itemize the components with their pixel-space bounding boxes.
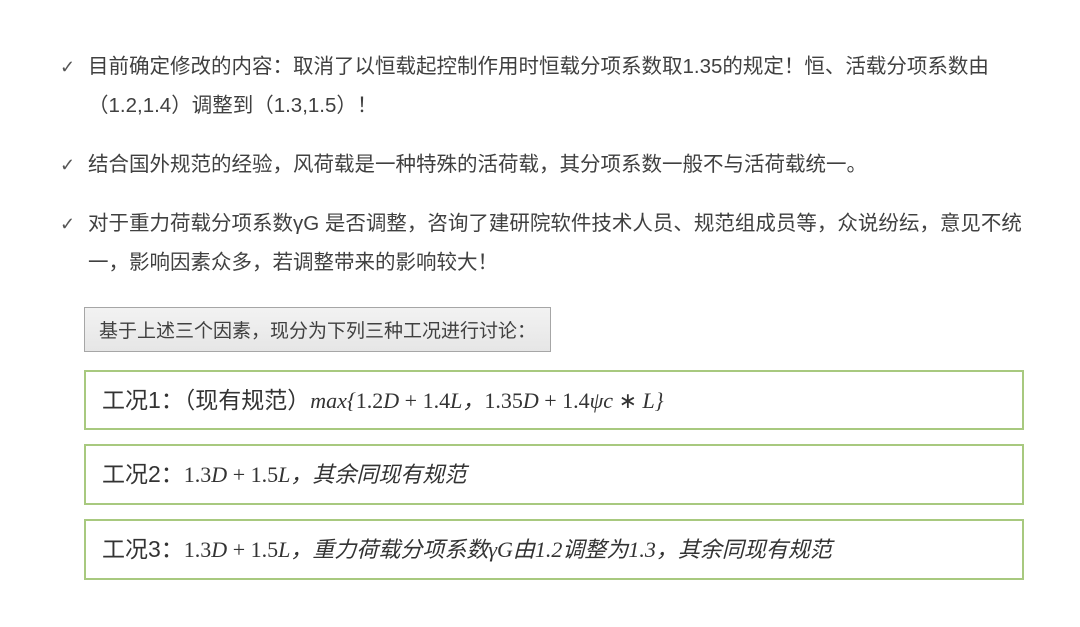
check-icon: ✓	[60, 48, 88, 84]
case-box-3: 工况3：1.3D + 1.5L，重力荷载分项系数γG由1.2调整为1.3，其余同…	[84, 519, 1024, 580]
bullet-item: ✓ 目前确定修改的内容：取消了以恒载起控制作用时恒载分项系数取1.35的规定！恒…	[60, 48, 1032, 126]
bullet-text: 结合国外规范的经验，风荷载是一种特殊的活荷载，其分项系数一般不与活荷载统一。	[88, 146, 1032, 185]
bullet-item: ✓ 结合国外规范的经验，风荷载是一种特殊的活荷载，其分项系数一般不与活荷载统一。	[60, 146, 1032, 185]
bullet-list: ✓ 目前确定修改的内容：取消了以恒载起控制作用时恒载分项系数取1.35的规定！恒…	[60, 48, 1032, 283]
callout-box: 基于上述三个因素，现分为下列三种工况进行讨论：	[84, 307, 551, 352]
case-box-2: 工况2：1.3D + 1.5L，其余同现有规范	[84, 444, 1024, 505]
check-icon: ✓	[60, 146, 88, 182]
bullet-text: 目前确定修改的内容：取消了以恒载起控制作用时恒载分项系数取1.35的规定！恒、活…	[88, 48, 1032, 126]
case-label: 工况2：	[102, 461, 184, 487]
cases-list: 工况1：（现有规范）max{1.2D + 1.4L，1.35D + 1.4ψc …	[84, 370, 1024, 580]
bullet-item: ✓ 对于重力荷载分项系数γG 是否调整，咨询了建研院软件技术人员、规范组成员等，…	[60, 205, 1032, 283]
case-label: 工况1：（现有规范）	[102, 387, 310, 413]
case-label: 工况3：	[102, 536, 184, 562]
check-icon: ✓	[60, 205, 88, 241]
callout-wrap: 基于上述三个因素，现分为下列三种工况进行讨论：	[84, 307, 1032, 352]
case-formula: 1.3D + 1.5L，其余同现有规范	[184, 462, 467, 487]
bullet-text: 对于重力荷载分项系数γG 是否调整，咨询了建研院软件技术人员、规范组成员等，众说…	[88, 205, 1032, 283]
case-box-1: 工况1：（现有规范）max{1.2D + 1.4L，1.35D + 1.4ψc …	[84, 370, 1024, 431]
case-formula: max{1.2D + 1.4L，1.35D + 1.4ψc ∗ L}	[310, 388, 663, 413]
case-formula: 1.3D + 1.5L，重力荷载分项系数γG由1.2调整为1.3，其余同现有规范	[184, 537, 832, 562]
